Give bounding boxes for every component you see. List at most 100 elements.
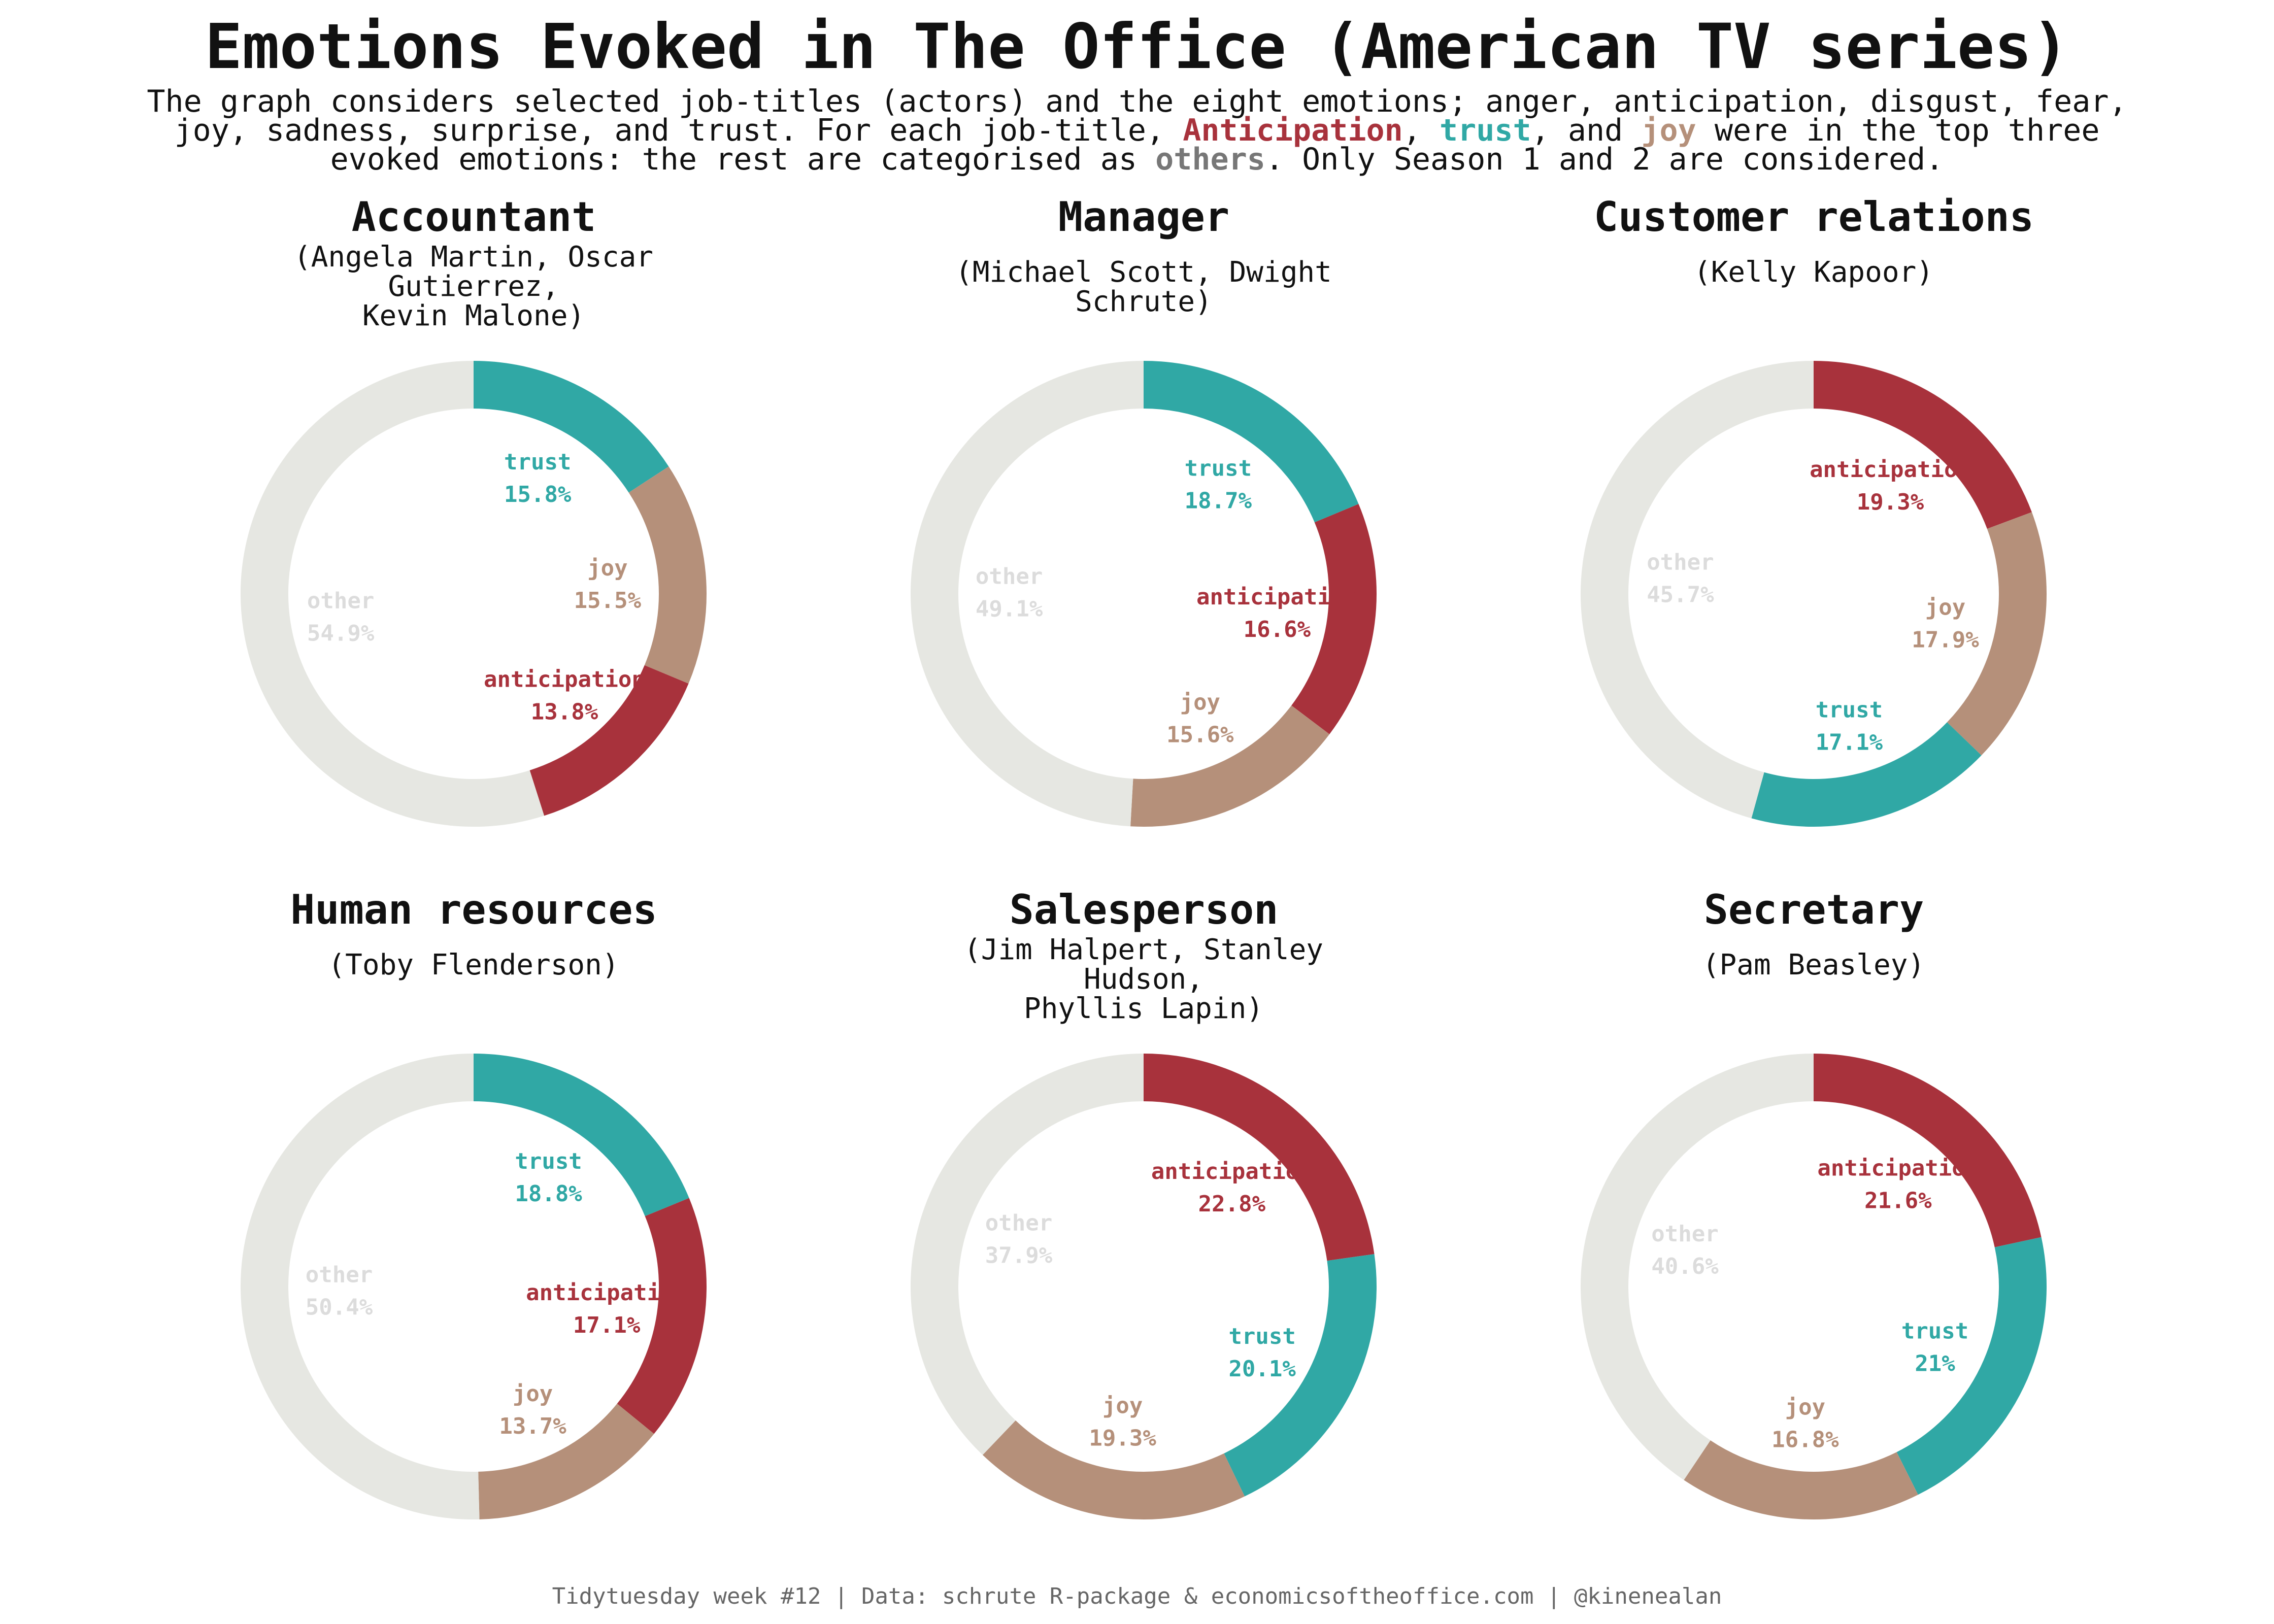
- panel-subtitle-line: (Angela Martin, Oscar Gutierrez,: [293, 241, 653, 303]
- slice-value-anticipation: 16.6%: [1244, 617, 1311, 642]
- donut-slice-trust: [1751, 722, 1982, 827]
- slice-label-trust: trust: [1228, 1324, 1295, 1349]
- slice-value-trust: 18.7%: [1185, 488, 1252, 514]
- chart-title: Emotions Evoked in The Office (American …: [205, 11, 2069, 83]
- slice-value-other: 54.9%: [307, 621, 375, 647]
- slice-label-other: other: [306, 1262, 373, 1288]
- donut-slice-other: [241, 361, 545, 827]
- donut-chart: trust 18.8% anticipation 17.1% joy 13.7% other…: [241, 1054, 707, 1519]
- donut-panel-customer-relations: Customer relations (Kelly Kapoor) anticipa…: [1435, 183, 2193, 878]
- donut-slice-joy: [478, 1403, 654, 1519]
- slice-value-anticipation: 19.3%: [1857, 489, 1924, 515]
- slice-value-anticipation: 13.8%: [531, 699, 598, 725]
- subtitle-text: ,: [1402, 113, 1440, 148]
- slice-value-anticipation: 17.1%: [573, 1312, 641, 1338]
- slice-label-trust: trust: [1816, 697, 1883, 723]
- panel-subtitle: (Angela Martin, Oscar Gutierrez, Kevin Ma…: [271, 243, 677, 331]
- slice-value-joy: 15.5%: [574, 588, 642, 614]
- slice-label-joy: joy: [587, 555, 627, 581]
- donut-slice-joy: [982, 1420, 1245, 1519]
- donut-slice-trust: [473, 361, 669, 493]
- chart-subtitle: The graph considers selected job-titles …: [81, 84, 2193, 177]
- donut-slice-other: [1581, 1054, 1814, 1480]
- donut-slice-other: [1581, 361, 1814, 819]
- subtitle-text: . Only Season 1 and 2 are considered.: [1265, 142, 1944, 177]
- donut-slice-trust: [473, 1054, 689, 1216]
- panel-subtitle: (Toby Flenderson): [271, 951, 677, 980]
- subtitle-line-1: The graph considers selected job-titles …: [147, 84, 2127, 119]
- subtitle-text: evoked emotions: the rest are categorise…: [330, 142, 1156, 177]
- slice-value-anticipation: 22.8%: [1198, 1191, 1266, 1217]
- slice-value-joy: 16.8%: [1771, 1427, 1839, 1452]
- panel-title: Accountant: [351, 193, 596, 241]
- donut-slice-joy: [1130, 705, 1330, 827]
- subtitle-joy: joy: [1641, 113, 1696, 148]
- slice-label-trust: trust: [515, 1148, 582, 1174]
- slice-value-trust: 20.1%: [1228, 1356, 1296, 1382]
- slice-label-joy: joy: [1102, 1393, 1143, 1419]
- slice-value-other: 40.6%: [1651, 1254, 1719, 1279]
- slice-label-anticipation: anticipation: [1817, 1156, 1979, 1181]
- donut-panel-human-resources: Human resources (Toby Flenderson) trust 18.…: [95, 875, 853, 1571]
- donut-slice-anticipation: [1813, 361, 2032, 529]
- subtitle-trust: trust: [1440, 113, 1531, 148]
- donut-slice-anticipation: [1291, 504, 1377, 734]
- slice-label-trust: trust: [1901, 1318, 1968, 1344]
- panel-title: Customer relations: [1594, 193, 2034, 241]
- subtitle-text: , and: [1531, 113, 1642, 148]
- panel-title: Secretary: [1703, 886, 1924, 933]
- slice-label-trust: trust: [504, 449, 571, 475]
- donut-slice-other: [911, 361, 1144, 827]
- slice-label-other: other: [307, 588, 374, 614]
- subtitle-text: were in the top three: [1696, 113, 2100, 148]
- donut-chart: anticipation 21.6% trust 21% joy 16.8% other 40…: [1581, 1054, 2047, 1519]
- slice-label-other: other: [976, 564, 1043, 590]
- slice-value-other: 37.9%: [985, 1242, 1053, 1268]
- slice-label-trust: trust: [1185, 455, 1252, 481]
- subtitle-others: others: [1155, 142, 1265, 177]
- panel-subtitle-line: (Jim Halpert, Stanley Hudson,: [963, 933, 1323, 996]
- panel-title: Salesperson: [1009, 886, 1279, 933]
- panel-subtitle-line: Phyllis Lapin): [1023, 992, 1263, 1025]
- donut-panel-secretary: Secretary (Pam Beasley) anticipation 21.6% t…: [1435, 875, 2193, 1571]
- panel-subtitle: (Michael Scott, Dwight Schrute): [941, 258, 1347, 317]
- donut-slice-anticipation: [1143, 1054, 1375, 1261]
- slice-label-other: other: [985, 1210, 1052, 1236]
- slice-value-trust: 15.8%: [504, 482, 572, 507]
- donut-slice-joy: [628, 466, 707, 684]
- slice-value-other: 49.1%: [976, 596, 1043, 622]
- donut-slice-anticipation: [1813, 1054, 2042, 1248]
- slice-value-joy: 13.7%: [499, 1413, 566, 1439]
- slice-label-joy: joy: [1785, 1394, 1825, 1420]
- donut-slice-anticipation: [617, 1198, 707, 1434]
- slice-label-joy: joy: [1925, 595, 1965, 621]
- donut-panel-manager: Manager (Michael Scott, Dwight Schrute) tr…: [765, 183, 1523, 878]
- donut-chart: anticipation 19.3% joy 17.9% trust 17.1% other…: [1581, 361, 2047, 827]
- subtitle-line-3: evoked emotions: the rest are categorise…: [81, 142, 2193, 177]
- slice-label-anticipation: anticipation: [1810, 457, 1971, 483]
- donut-panel-accountant: Accountant (Angela Martin, Oscar Gutierre…: [95, 183, 853, 878]
- slice-value-joy: 15.6%: [1166, 722, 1234, 748]
- slice-label-other: other: [1651, 1221, 1718, 1247]
- slice-value-other: 45.7%: [1647, 582, 1714, 607]
- slice-value-trust: 18.8%: [515, 1181, 582, 1207]
- donut-slice-other: [911, 1054, 1144, 1455]
- panel-subtitle: (Jim Halpert, Stanley Hudson, Phyllis Lap…: [941, 935, 1347, 1024]
- slice-value-joy: 19.3%: [1089, 1426, 1156, 1451]
- donut-panel-salesperson: Salesperson (Jim Halpert, Stanley Hudson,…: [765, 875, 1523, 1571]
- panel-subtitle: (Pam Beasley): [1611, 951, 2017, 980]
- slice-label-anticipation: anticipation: [526, 1280, 687, 1306]
- panel-title: Manager: [1058, 193, 1230, 241]
- donut-slice-anticipation: [529, 665, 689, 816]
- slice-value-joy: 17.9%: [1912, 627, 1979, 653]
- donut-slice-trust: [1896, 1237, 2047, 1495]
- donut-chart: anticipation 22.8% trust 20.1% joy 19.3% other…: [911, 1054, 1377, 1519]
- slice-value-anticipation: 21.6%: [1864, 1188, 1932, 1214]
- slice-label-anticipation: anticipation: [1151, 1159, 1313, 1185]
- panel-subtitle-line: (Michael Scott, Dwight Schrute): [955, 256, 1332, 318]
- source-caption: Tidytuesday week #12 | Data: schrute R-p…: [552, 1583, 1722, 1609]
- slice-label-anticipation: anticipation: [484, 666, 645, 692]
- panel-subtitle-line: (Pam Beasley): [1702, 949, 1925, 982]
- subtitle-line-2: joy, sadness, surprise, and trust. For e…: [81, 113, 2193, 148]
- slice-value-other: 50.4%: [306, 1294, 373, 1320]
